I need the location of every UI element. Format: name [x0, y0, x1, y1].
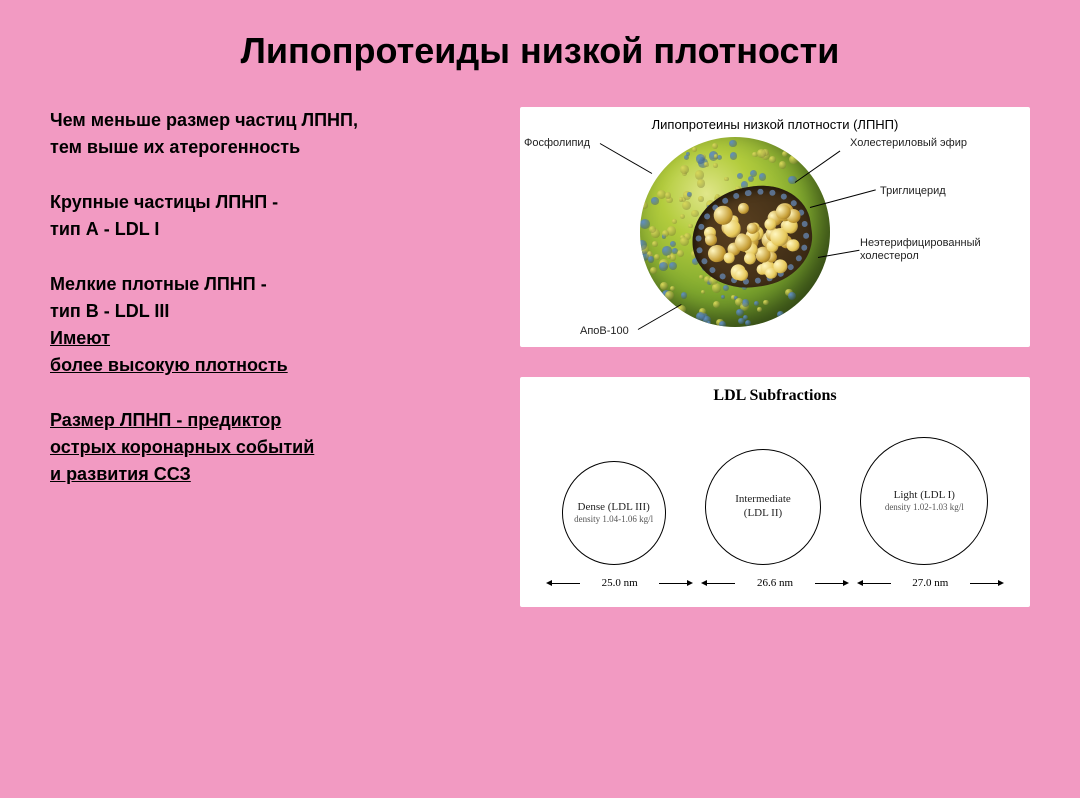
circle-sub: (LDL II) — [744, 507, 782, 521]
text-line: Мелкие плотные ЛПНП - — [50, 271, 490, 298]
label-line: холестерол — [860, 250, 919, 262]
text-line: тип А - LDL I — [50, 216, 490, 243]
label-chol-ester: Холестериловый эфир — [850, 137, 967, 150]
text-line: Крупные частицы ЛПНП - — [50, 189, 490, 216]
dimensions-row: 25.0 nm26.6 nm27.0 nm — [532, 565, 1018, 593]
dimension-label: 26.6 nm — [697, 573, 852, 593]
subfraction-circle: Intermediate(LDL II) — [705, 449, 821, 565]
label-apob: АпоВ-100 — [580, 325, 629, 338]
subfraction-circle: Dense (LDL III)density 1.04-1.06 kg/l — [562, 461, 666, 565]
text-line: острых коронарных событий — [50, 434, 490, 461]
text-line: Чем меньше размер частиц ЛПНП, — [50, 107, 490, 134]
right-diagram-column: Липопротеины низкой плотности (ЛПНП) Фос… — [520, 107, 1030, 607]
content-row: Чем меньше размер частиц ЛПНП, тем выше … — [50, 107, 1030, 607]
subfraction-2: Light (LDL I)density 1.02-1.03 kg/l — [860, 437, 988, 565]
text-line: Размер ЛПНП - предиктор — [50, 407, 490, 434]
slide-title: Липопротеиды низкой плотности — [50, 30, 1030, 72]
para-4: Размер ЛПНП - предиктор острых коронарны… — [50, 407, 490, 488]
circles-row: Dense (LDL III)density 1.04-1.06 kg/l Int… — [532, 415, 1018, 565]
subfractions-title: LDL Subfractions — [532, 387, 1018, 405]
dimension-label: 25.0 nm — [542, 573, 697, 593]
subfraction-1: Intermediate(LDL II) — [705, 449, 821, 565]
text-line: тип В - LDL III — [50, 298, 490, 325]
label-triglyceride: Триглицерид — [880, 185, 946, 198]
subfraction-0: Dense (LDL III)density 1.04-1.06 kg/l — [562, 461, 666, 565]
subfraction-circle: Light (LDL I)density 1.02-1.03 kg/l — [860, 437, 988, 565]
circle-name: Intermediate — [735, 493, 791, 507]
label-line: Неэтерифицированный — [860, 237, 981, 249]
text-line: Имеют — [50, 325, 490, 352]
text-line: более высокую плотность — [50, 352, 490, 379]
label-free-chol: Неэтерифицированный холестерол — [860, 237, 981, 263]
para-2: Крупные частицы ЛПНП - тип А - LDL I — [50, 189, 490, 243]
text-line: и развития ССЗ — [50, 461, 490, 488]
left-text-column: Чем меньше размер частиц ЛПНП, тем выше … — [50, 107, 490, 607]
para-3: Мелкие плотные ЛПНП - тип В - LDL III Им… — [50, 271, 490, 379]
particle-diagram-title: Липопротеины низкой плотности (ЛПНП) — [532, 117, 1018, 132]
ldl-subfractions-diagram: LDL Subfractions Dense (LDL III)density … — [520, 377, 1030, 607]
circle-density: density 1.04-1.06 kg/l — [574, 514, 653, 525]
circle-name: Dense (LDL III) — [578, 501, 650, 515]
circle-name: Light (LDL I) — [894, 489, 955, 503]
para-1: Чем меньше размер частиц ЛПНП, тем выше … — [50, 107, 490, 161]
ldl-particle-diagram: Липопротеины низкой плотности (ЛПНП) Фос… — [520, 107, 1030, 347]
ldl-sphere — [640, 137, 830, 327]
dimension-label: 27.0 nm — [853, 573, 1008, 593]
slide-root: Липопротеиды низкой плотности Чем меньше… — [0, 0, 1080, 798]
text-line: тем выше их атерогенность — [50, 134, 490, 161]
label-phospholipid: Фосфолипид — [524, 137, 590, 150]
circle-density: density 1.02-1.03 kg/l — [885, 502, 964, 513]
